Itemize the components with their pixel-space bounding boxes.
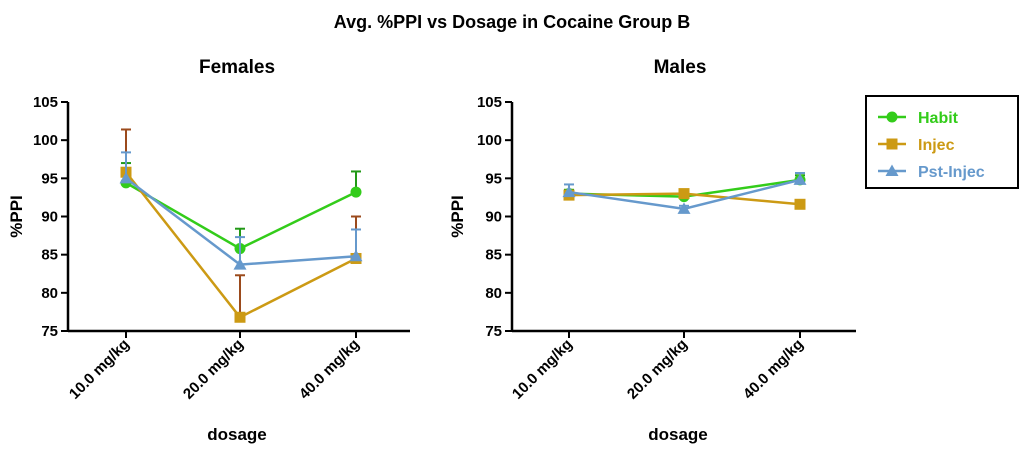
x-axis-label: dosage bbox=[648, 425, 708, 444]
y-tick-label: 105 bbox=[477, 94, 502, 111]
y-tick-label: 95 bbox=[485, 170, 502, 187]
y-tick-label: 80 bbox=[41, 285, 58, 302]
x-tick-label: 20.0 mg/kg bbox=[180, 336, 247, 403]
legend-item-injec: Injec bbox=[878, 137, 955, 154]
legend-label: Habit bbox=[918, 110, 959, 127]
legend-label: Injec bbox=[918, 137, 955, 154]
legend-marker bbox=[886, 111, 898, 123]
data-point bbox=[562, 185, 576, 198]
data-point bbox=[793, 173, 807, 185]
panel-title: Females bbox=[199, 57, 275, 78]
data-point bbox=[678, 188, 690, 200]
females-panel: Females 75 80 85 90 95 100 105 10.0 mg/kg 20.0 mg… bbox=[7, 57, 410, 444]
y-tick-label: 100 bbox=[477, 132, 502, 149]
y-tick-label: 90 bbox=[41, 209, 58, 226]
panel-title: Males bbox=[654, 57, 707, 78]
data-point bbox=[677, 202, 691, 214]
x-tick-label: 40.0 mg/kg bbox=[296, 336, 363, 403]
y-tick-label: 85 bbox=[485, 247, 502, 264]
data-point bbox=[233, 258, 247, 270]
legend-item-pst-injec: Pst-Injec bbox=[878, 164, 985, 181]
series-pst-injec bbox=[119, 151, 363, 270]
x-axis-label: dosage bbox=[207, 425, 267, 444]
data-point bbox=[349, 249, 363, 262]
y-tick-label: 80 bbox=[485, 285, 502, 302]
y-tick-label: 75 bbox=[485, 323, 502, 340]
legend-marker bbox=[886, 138, 898, 150]
x-tick-label: 40.0 mg/kg bbox=[740, 336, 807, 403]
figure-title: Avg. %PPI vs Dosage in Cocaine Group B bbox=[334, 12, 690, 32]
y-tick-label: 100 bbox=[33, 132, 58, 149]
data-point bbox=[794, 198, 806, 210]
y-tick-label: 75 bbox=[41, 323, 58, 340]
data-point bbox=[350, 186, 362, 198]
data-point bbox=[119, 171, 133, 184]
x-tick-label: 20.0 mg/kg bbox=[624, 336, 691, 403]
data-point bbox=[234, 311, 246, 323]
series-pst-injec bbox=[562, 171, 807, 214]
y-tick-label: 95 bbox=[41, 170, 58, 187]
legend-label: Pst-Injec bbox=[918, 164, 985, 181]
y-tick-label: 90 bbox=[485, 209, 502, 226]
x-tick-label: 10.0 mg/kg bbox=[509, 336, 576, 403]
y-tick-label: 105 bbox=[33, 94, 58, 111]
series-injec bbox=[120, 128, 362, 323]
legend-item-habit: Habit bbox=[878, 110, 959, 127]
males-panel: Males 75 80 85 90 95 100 105 10.0 mg/kg 20.0 mg/k… bbox=[448, 57, 856, 444]
y-axis-label: %PPI bbox=[7, 195, 26, 238]
y-tick-label: 85 bbox=[41, 247, 58, 264]
legend: Habit Injec Pst-Injec bbox=[865, 95, 1019, 189]
y-axis-label: %PPI bbox=[448, 195, 467, 238]
legend-marker bbox=[885, 164, 899, 176]
x-tick-label: 10.0 mg/kg bbox=[66, 336, 133, 403]
